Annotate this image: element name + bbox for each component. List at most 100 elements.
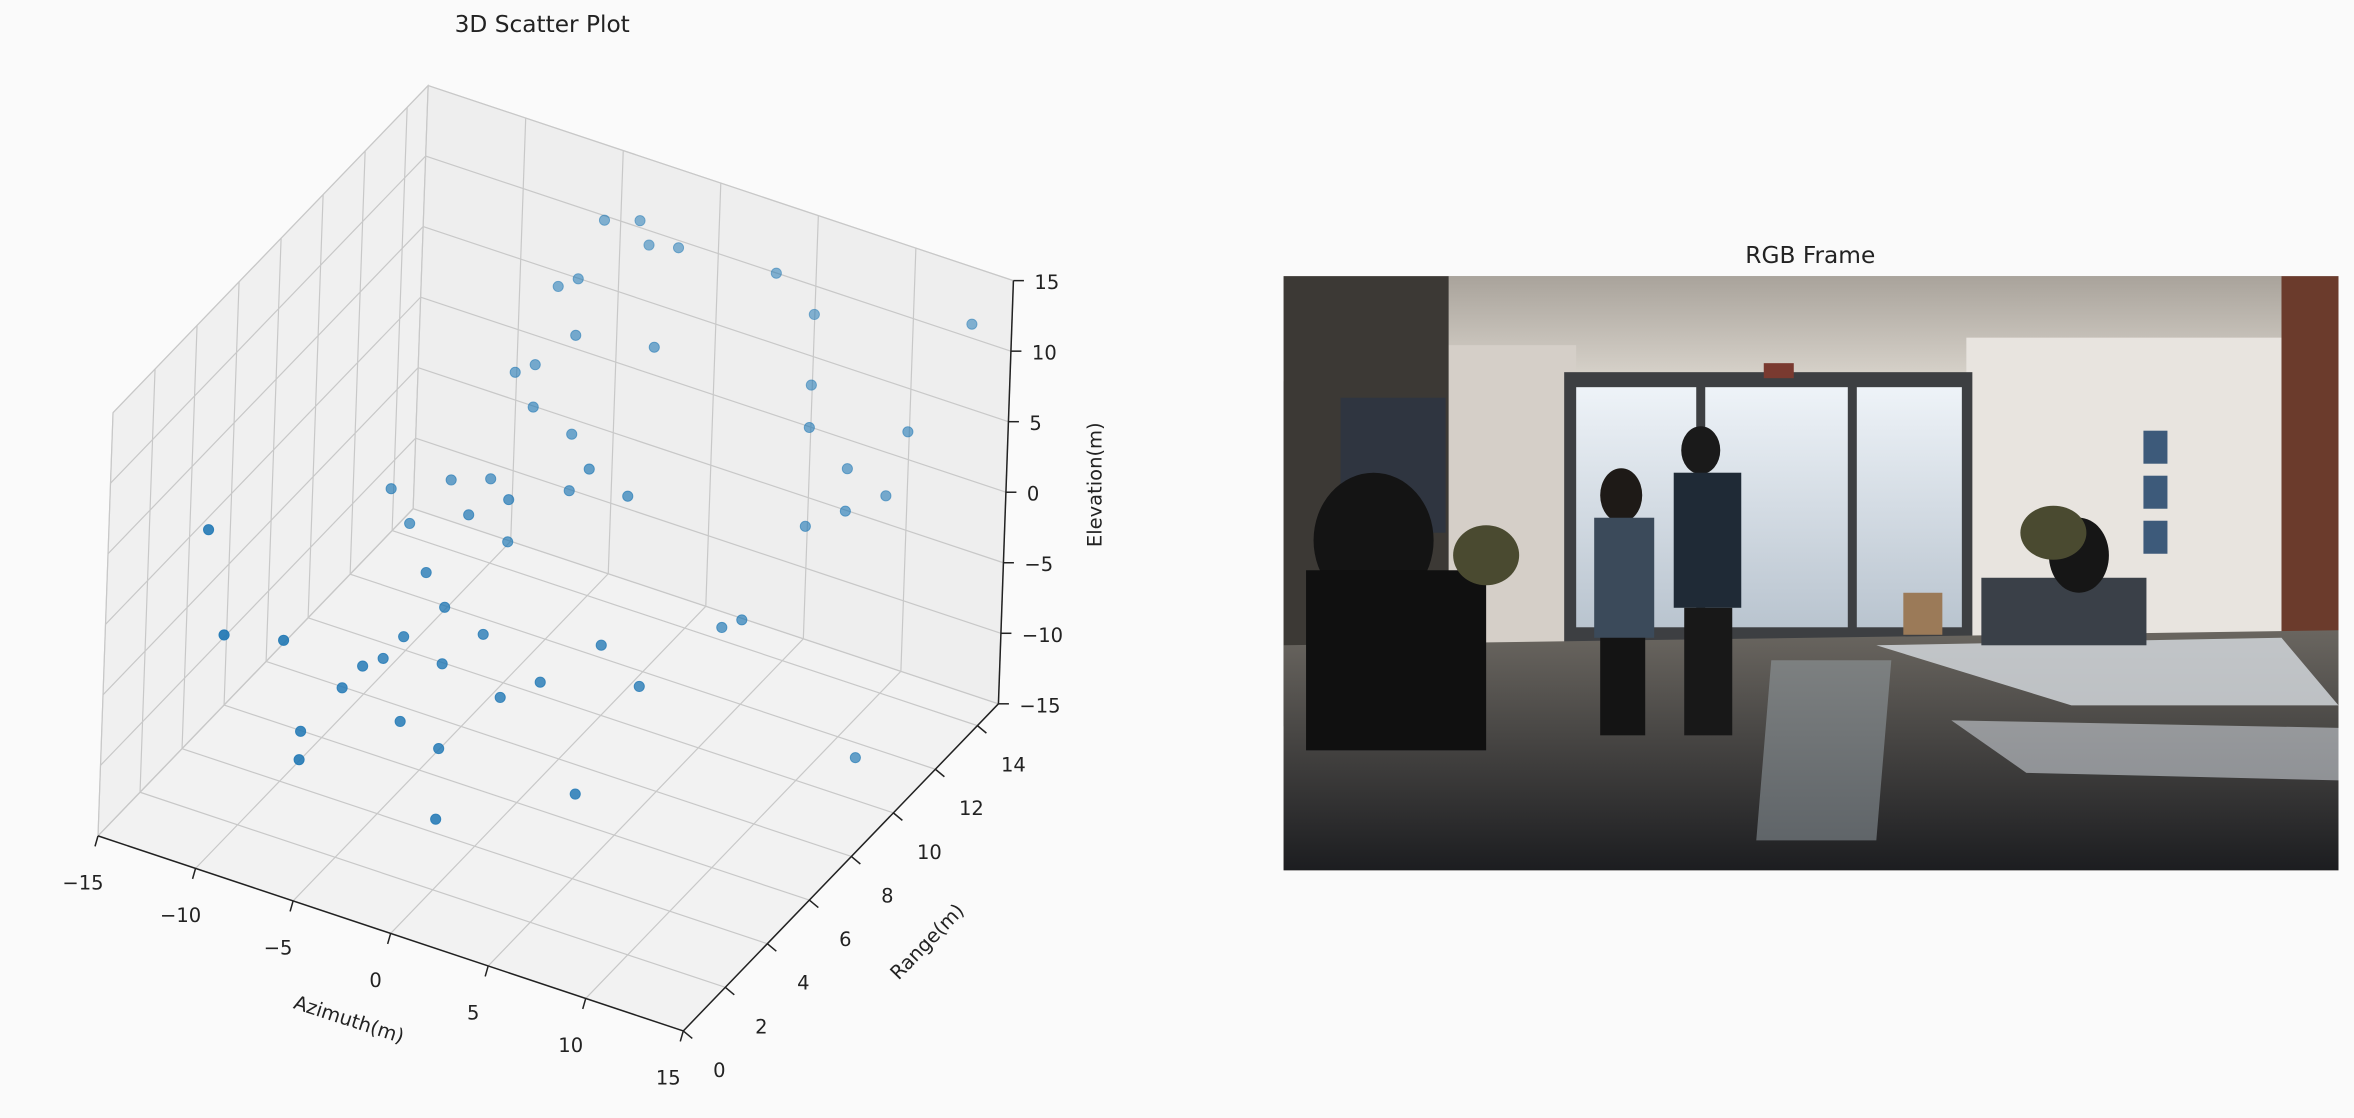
data-point: [218, 629, 230, 641]
z-tick-label: 10: [1032, 342, 1057, 365]
z-grid-line: [97, 508, 414, 837]
data-point: [494, 691, 506, 703]
data-point: [849, 752, 861, 764]
z-grid-line: [425, 155, 1012, 352]
image-title: RGB Frame: [1745, 242, 1875, 269]
data-point: [203, 524, 215, 536]
z-axis-line: [997, 280, 1015, 704]
z-grid-line: [427, 84, 1014, 282]
x-axis-line: [97, 835, 684, 1032]
data-point: [966, 318, 978, 330]
data-point: [404, 517, 416, 529]
z-grid-line: [107, 226, 424, 555]
x-tick-label: −15: [62, 871, 103, 894]
y-grid-line: [391, 529, 978, 727]
data-point: [598, 214, 611, 226]
data-point: [572, 273, 584, 285]
tick-mark: [484, 965, 489, 977]
tick-mark: [892, 812, 903, 821]
data-point: [595, 639, 607, 651]
z-grid-line: [112, 85, 429, 414]
data-point: [357, 660, 369, 672]
z-tick-label: 5: [1029, 412, 1041, 435]
x-grid-line: [487, 638, 804, 967]
tick-mark: [94, 835, 99, 847]
data-point: [433, 742, 445, 755]
data-point: [563, 485, 575, 497]
data-point: [643, 239, 655, 251]
x-tick-label: −10: [160, 904, 201, 927]
data-point: [672, 242, 685, 254]
data-point: [439, 601, 451, 613]
data-point: [278, 634, 290, 646]
y-tick-label: 2: [755, 1015, 767, 1038]
y-grid-line: [307, 617, 894, 814]
data-point: [634, 215, 646, 227]
z-grid-line: [420, 296, 1007, 493]
y-grid-line: [223, 704, 810, 901]
z-axis-title: Elevation(m): [1083, 422, 1106, 547]
data-point: [880, 490, 892, 502]
z-tick-label: −15: [1019, 694, 1060, 717]
x-grid-line: [292, 573, 609, 902]
tick-mark: [976, 725, 987, 734]
data-point: [527, 401, 539, 413]
tick-mark: [582, 998, 587, 1010]
x-grid-line: [195, 540, 512, 869]
data-point: [509, 366, 521, 378]
data-point: [529, 359, 541, 371]
data-point: [295, 725, 307, 737]
data-point: [552, 280, 564, 292]
y-tick-label: 0: [713, 1059, 725, 1082]
data-point: [534, 676, 546, 688]
rgb-frame: [1283, 276, 2339, 871]
data-point: [385, 483, 397, 495]
data-point: [716, 621, 728, 634]
data-point: [445, 474, 457, 486]
data-point: [485, 473, 497, 485]
z-grid-line: [110, 155, 427, 484]
data-point: [902, 426, 914, 438]
y-tick-label: 12: [959, 797, 984, 820]
data-point: [463, 509, 475, 521]
z-grid-line: [415, 437, 1002, 634]
chart-title: 3D Scatter Plot: [455, 11, 630, 38]
data-point: [839, 505, 851, 517]
tick-mark: [191, 868, 197, 880]
y-grid-line: [265, 660, 852, 858]
tick-mark: [682, 1030, 693, 1040]
y-axis-line: [682, 703, 999, 1032]
data-point: [377, 652, 389, 664]
data-point: [770, 267, 782, 279]
data-point: [430, 813, 442, 825]
z-tick-label: −5: [1024, 553, 1053, 576]
data-point: [808, 308, 820, 320]
data-point: [570, 329, 582, 341]
y-grid-line: [139, 791, 726, 988]
z-grid-line: [417, 367, 1004, 564]
x-tick-label: 0: [369, 969, 381, 992]
x-tick-label: 5: [467, 1001, 479, 1024]
z-tick-label: −10: [1022, 624, 1063, 647]
z-grid-line: [100, 437, 417, 766]
y-grid-line: [181, 748, 768, 945]
data-point: [803, 421, 815, 434]
data-point: [622, 490, 634, 502]
tick-mark: [386, 933, 392, 945]
z-grid-line: [422, 226, 1009, 423]
data-point: [841, 463, 853, 475]
data-point: [648, 341, 660, 353]
x-tick-label: 15: [656, 1066, 681, 1089]
data-point: [436, 658, 448, 670]
z-grid-line: [102, 367, 419, 696]
y-tick-label: 8: [881, 885, 893, 908]
data-point: [736, 614, 748, 626]
tick-mark: [724, 986, 735, 996]
y-tick-label: 10: [917, 841, 942, 864]
data-point: [336, 682, 348, 694]
y-tick-label: 6: [839, 928, 851, 951]
tick-mark: [934, 768, 945, 778]
data-point: [566, 428, 578, 440]
data-point: [420, 567, 432, 579]
